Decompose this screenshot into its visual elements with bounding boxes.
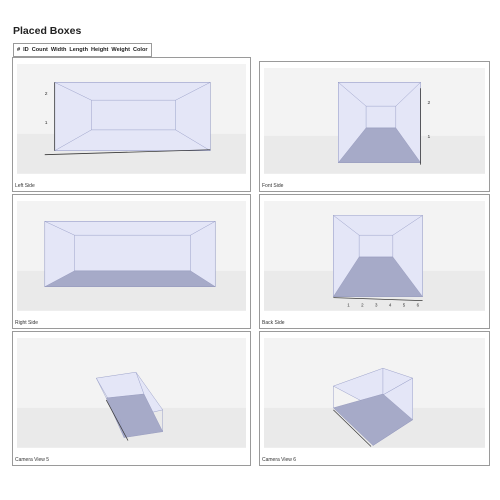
axis-label: 1: [428, 134, 431, 140]
view-card-camera-view-5: Camera View 5: [12, 331, 251, 466]
box-face: [54, 82, 211, 152]
box-render-back-side: 1 2 3 4 5 6: [264, 215, 485, 311]
axis-horizontal: [44, 149, 211, 156]
table-column-header: # ID Count Width Length Height Weight Co…: [13, 43, 152, 57]
axis-label: 4: [389, 303, 392, 308]
view-card-right-side: Right Side: [12, 194, 251, 329]
col-width[interactable]: Width: [50, 47, 67, 53]
col-height[interactable]: Height: [91, 47, 109, 53]
viewport-left-side[interactable]: 2 1: [17, 64, 246, 174]
axis-label: 2: [45, 91, 48, 97]
box-floor: [333, 256, 423, 297]
view-caption: Camera View 6: [262, 457, 297, 463]
viewport-right-side[interactable]: [17, 201, 246, 311]
box-floor: [44, 270, 216, 287]
viewport-camera-view-6[interactable]: [264, 338, 485, 448]
view-caption: Left Side: [15, 183, 35, 189]
col-count[interactable]: Count: [31, 47, 48, 53]
box-render-right-side: [17, 221, 246, 311]
axis-label: 1: [347, 303, 350, 308]
view-card-back-side: 1 2 3 4 5 6 Back Side: [259, 194, 490, 329]
page-title: Placed Boxes: [13, 25, 82, 37]
view-caption: Right Side: [15, 320, 39, 326]
axis-label: 2: [428, 100, 431, 106]
col-color[interactable]: Color: [132, 47, 148, 53]
axis-line: [333, 409, 372, 447]
viewport-front-side[interactable]: 2 1: [264, 68, 485, 174]
box-render-left-side: 2 1: [17, 82, 246, 174]
viewport-camera-view-5[interactable]: [17, 338, 246, 448]
axis-label: 1: [45, 120, 48, 126]
view-caption: Camera View 5: [15, 457, 50, 463]
view-card-left-side: 2 1 Left Side: [12, 57, 251, 192]
axis-label: 2: [361, 303, 364, 308]
box-render-front-side: 2 1: [264, 82, 485, 174]
col-weight[interactable]: Weight: [111, 47, 130, 53]
col-index[interactable]: #: [17, 47, 21, 53]
view-caption: Back Side: [262, 320, 285, 326]
axis-horizontal: [333, 297, 423, 301]
view-card-camera-view-6: Camera View 6: [259, 331, 490, 466]
axis-label: 6: [417, 303, 420, 308]
axis-label: 5: [403, 303, 406, 308]
box-inner: [91, 99, 176, 131]
view-card-front-side: 2 1 Font Side: [259, 61, 490, 192]
viewport-back-side[interactable]: 1 2 3 4 5 6: [264, 201, 485, 311]
col-length[interactable]: Length: [69, 47, 89, 53]
axis-line: [105, 399, 129, 441]
col-id[interactable]: ID: [23, 47, 29, 53]
axis-label: 3: [375, 303, 378, 308]
box-floor: [332, 393, 413, 446]
box-render-camera-view-6: [264, 367, 485, 448]
view-caption: Font Side: [262, 183, 284, 189]
box-render-camera-view-5: [17, 371, 246, 448]
